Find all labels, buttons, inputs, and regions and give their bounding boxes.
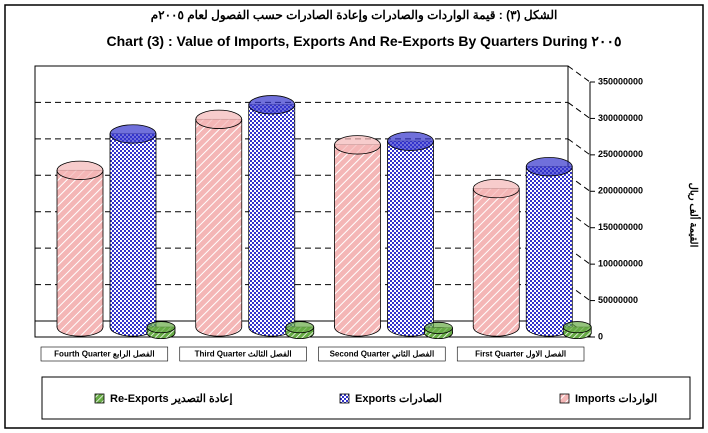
y-axis-label: القيمة ألف ريال [687, 183, 700, 248]
grid-line [567, 102, 591, 119]
chart-title: الشكل (٣) : قيمة الواردات والصادرات وإعا… [150, 8, 558, 22]
x-tick-label: First Quarter الفصل الاول [475, 350, 566, 360]
bar [562, 321, 592, 339]
y-tick-label: 50000000 [598, 295, 638, 305]
legend-label: Re-Exports إعادة التصدير [110, 393, 233, 406]
bar [195, 109, 243, 337]
x-tick-label: Third Quarter الفصل الثالث [195, 350, 292, 359]
legend-swatch [559, 393, 570, 404]
bar-fill [473, 188, 519, 327]
y-tick-label: 200000000 [598, 186, 643, 196]
grid-line [567, 138, 591, 156]
y-tick-label: 0 [598, 331, 603, 341]
bar-top [146, 321, 176, 334]
legend-label: Imports الواردات [575, 393, 657, 405]
bar-fill [57, 170, 103, 327]
y-tick-label: 300000000 [598, 113, 643, 123]
bar-fill [196, 119, 242, 327]
bar-top [472, 178, 520, 199]
chart-subtitle: Chart (3) : Value of Imports, Exports An… [106, 33, 622, 49]
bar-top [387, 131, 434, 151]
bar [56, 160, 104, 337]
x-label-box [179, 346, 307, 362]
bar [525, 157, 573, 337]
x-label-box [456, 346, 585, 362]
bar-fill [249, 104, 295, 328]
bar [146, 321, 176, 339]
bar [424, 321, 453, 339]
legend-swatch [339, 393, 350, 404]
legend-box [41, 376, 691, 420]
bar [472, 178, 520, 337]
y-tick-label: 150000000 [598, 222, 643, 232]
y-tick-label: 250000000 [598, 149, 643, 159]
bar-fill [388, 141, 433, 327]
bar [248, 95, 296, 337]
legend-label: Exports الصادرات [355, 393, 442, 405]
bar [387, 131, 434, 337]
bar-fill [526, 166, 572, 327]
y-tick-label: 350000000 [598, 76, 643, 86]
bar-top [109, 124, 157, 144]
bar [285, 321, 315, 339]
x-tick-label: Fourth Quarter الفصل الرابع [54, 350, 154, 360]
bar [334, 135, 381, 337]
grid-line [567, 65, 591, 83]
bar-top [424, 321, 453, 334]
bar-fill [110, 133, 156, 327]
bar-top [195, 109, 243, 129]
bar-top [562, 321, 592, 334]
bar-top [285, 321, 315, 334]
bar-top [248, 95, 296, 115]
bar [109, 124, 157, 337]
x-label-box [40, 346, 169, 362]
y-tick-label: 100000000 [598, 259, 643, 269]
x-tick-label: Second Quarter الفصل الثاني [330, 350, 435, 360]
x-label-box [318, 346, 446, 362]
bar-fill [335, 144, 380, 327]
bar-top [334, 135, 381, 155]
legend-swatch [94, 393, 105, 404]
bar-top [525, 157, 573, 177]
bar-top [56, 160, 104, 180]
